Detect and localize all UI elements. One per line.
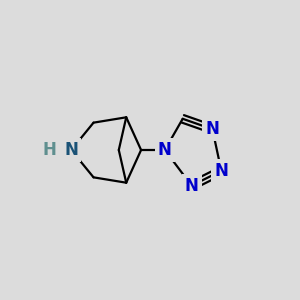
- Text: N: N: [206, 120, 219, 138]
- Text: N: N: [214, 162, 228, 180]
- Text: N: N: [64, 141, 78, 159]
- Text: N: N: [185, 177, 199, 195]
- Text: H: H: [43, 141, 57, 159]
- Text: N: N: [158, 141, 172, 159]
